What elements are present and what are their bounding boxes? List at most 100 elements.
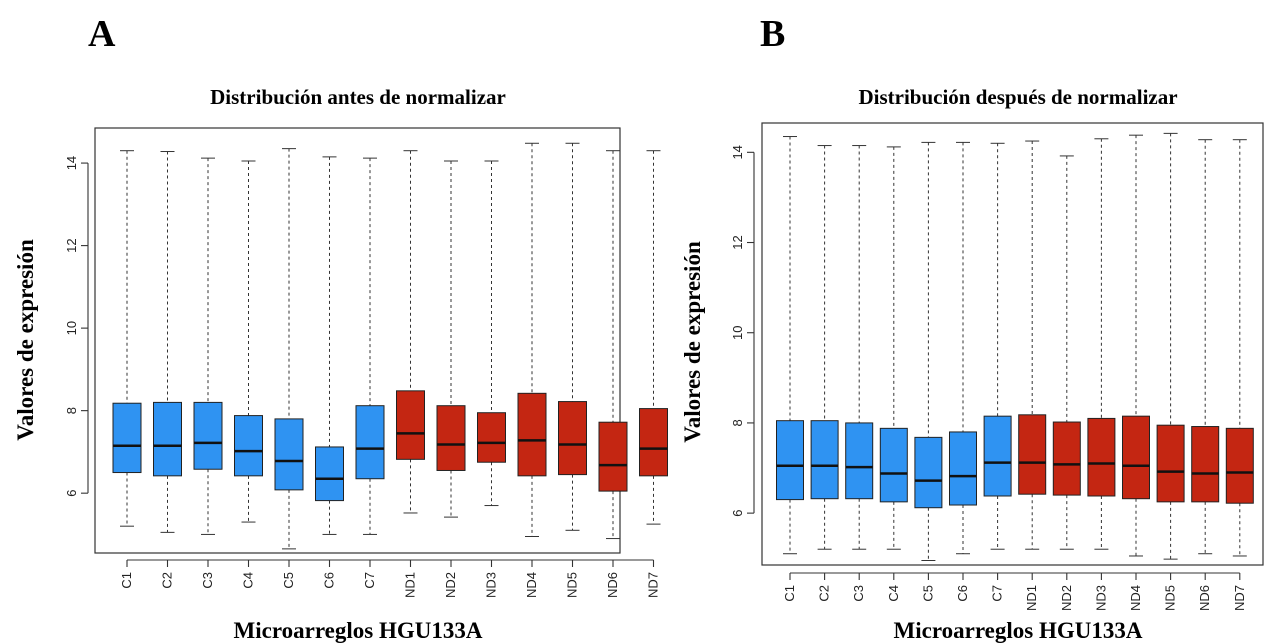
x-tick-label: ND3 bbox=[1093, 585, 1108, 611]
panel-a-box-nd6: ND6 bbox=[598, 150, 628, 598]
panel-b-box-nd3: ND3 bbox=[1087, 138, 1116, 611]
x-tick-label: ND7 bbox=[1232, 585, 1247, 611]
iqr-box bbox=[436, 405, 466, 471]
panel-b-box-c4: C4 bbox=[879, 146, 908, 602]
panel-a-box-nd3: ND3 bbox=[477, 160, 506, 598]
x-tick-label: ND4 bbox=[524, 572, 539, 598]
panel-a-box-nd5: ND5 bbox=[558, 142, 587, 598]
iqr-box bbox=[1087, 417, 1116, 497]
panel-a-box-nd7: ND7 bbox=[639, 150, 668, 598]
panel-b-box-nd5: ND5 bbox=[1156, 132, 1185, 611]
iqr-box bbox=[1018, 414, 1047, 495]
panel-b-box-nd4: ND4 bbox=[1122, 134, 1150, 611]
panel-a-box-c2: C2 bbox=[153, 151, 182, 589]
x-tick-label: ND6 bbox=[605, 572, 620, 598]
panel-b-plot-frame bbox=[761, 122, 1264, 566]
panel-a-x-axis-title: Microarreglos HGU133A bbox=[234, 618, 483, 643]
panel-b-box-nd7: ND7 bbox=[1225, 139, 1254, 611]
x-tick-label: ND4 bbox=[1128, 585, 1143, 611]
iqr-box bbox=[153, 401, 182, 477]
x-tick-label: ND1 bbox=[403, 572, 418, 598]
panel-b-box-c7: C7 bbox=[983, 142, 1012, 602]
y-tick-label: 14 bbox=[64, 156, 79, 170]
panel-b-marks: 6 8 10 12 14 C1 C2 C3 C4 C5 C6 C7 ND1 ND2 ND3 ND4 ND5 ND6… bbox=[730, 132, 1254, 611]
iqr-box bbox=[776, 420, 804, 501]
panel-a-box-nd4: ND4 bbox=[517, 142, 547, 598]
iqr-box bbox=[1052, 421, 1081, 496]
panel-b-box-c3: C3 bbox=[845, 145, 874, 602]
y-tick-label: 8 bbox=[64, 407, 79, 414]
panel-a-title: Distribución antes de normalizar bbox=[210, 85, 506, 109]
panel-a-box-c5: C5 bbox=[274, 148, 304, 589]
y-tick-label: 10 bbox=[64, 321, 79, 335]
x-tick-label: C1 bbox=[782, 585, 797, 602]
x-tick-label: C3 bbox=[200, 572, 215, 589]
iqr-box bbox=[639, 408, 668, 477]
y-tick-label: 6 bbox=[64, 490, 79, 497]
y-tick-label: 14 bbox=[730, 145, 745, 159]
iqr-box bbox=[1156, 424, 1185, 503]
x-tick-label: ND1 bbox=[1024, 585, 1039, 611]
x-tick-label: C3 bbox=[851, 585, 866, 602]
panel-a-letter: A bbox=[88, 13, 116, 55]
panel-a-box-nd1: ND1 bbox=[396, 150, 425, 598]
y-tick-label: 8 bbox=[730, 419, 745, 426]
x-tick-label: C4 bbox=[886, 585, 901, 602]
panel-b-box-c1: C1 bbox=[776, 136, 804, 602]
panel-a-box-nd2: ND2 bbox=[436, 160, 466, 598]
iqr-box bbox=[949, 431, 977, 506]
x-tick-label: C2 bbox=[817, 585, 832, 602]
panel-a-y-axis-title: Valores de expresión bbox=[13, 239, 38, 441]
panel-b-x-axis-title: Microarreglos HGU133A bbox=[894, 618, 1143, 643]
iqr-box bbox=[396, 390, 425, 460]
iqr-box bbox=[983, 415, 1012, 497]
panel-a-plot-frame bbox=[94, 127, 621, 554]
x-tick-label: C7 bbox=[990, 585, 1005, 602]
iqr-box bbox=[315, 446, 344, 502]
y-tick-label: 6 bbox=[730, 510, 745, 517]
panel-a-box-c6: C6 bbox=[315, 156, 344, 589]
y-tick-label: 12 bbox=[730, 235, 745, 249]
x-tick-label: ND5 bbox=[1163, 585, 1178, 611]
y-tick-label: 10 bbox=[730, 325, 745, 339]
x-tick-label: ND2 bbox=[1059, 585, 1074, 611]
panel-a-box-c1: C1 bbox=[112, 150, 142, 589]
x-tick-label: C6 bbox=[955, 585, 970, 602]
x-tick-label: C6 bbox=[322, 572, 337, 589]
panel-a-box-c7: C7 bbox=[355, 157, 385, 589]
panel-a-box-c3: C3 bbox=[193, 157, 223, 589]
iqr-box bbox=[355, 405, 385, 480]
x-tick-label: ND5 bbox=[565, 572, 580, 598]
panel-b-y-axis-title: Valores de expresión bbox=[680, 241, 705, 443]
iqr-box bbox=[234, 415, 263, 477]
iqr-box bbox=[914, 436, 943, 509]
panel-a-box-c4: C4 bbox=[234, 160, 263, 589]
panel-b-box-nd6: ND6 bbox=[1191, 139, 1220, 611]
panel-a-marks: 6 8 10 12 14 C1 C2 C3 C4 C5 C6 C7 ND1 ND2 ND3 ND4 ND5 ND6… bbox=[64, 142, 668, 598]
iqr-box bbox=[477, 412, 506, 463]
iqr-box bbox=[1191, 426, 1220, 503]
iqr-box bbox=[879, 427, 908, 503]
iqr-box bbox=[112, 402, 142, 474]
panel-b-box-c5: C5 bbox=[914, 141, 943, 602]
iqr-box bbox=[1225, 427, 1254, 504]
iqr-box bbox=[810, 420, 839, 500]
x-tick-label: ND7 bbox=[646, 572, 661, 598]
panel-b-box-nd2: ND2 bbox=[1052, 155, 1081, 611]
iqr-box bbox=[193, 401, 223, 470]
x-tick-label: C1 bbox=[119, 572, 134, 589]
x-tick-label: ND3 bbox=[484, 572, 499, 598]
iqr-box bbox=[1122, 415, 1150, 500]
panel-a: A Distribución antes de normalizar Valor… bbox=[13, 13, 668, 643]
x-tick-label: C4 bbox=[241, 572, 256, 589]
iqr-box bbox=[558, 401, 587, 476]
iqr-box bbox=[274, 418, 304, 491]
iqr-box bbox=[517, 392, 547, 477]
iqr-box bbox=[598, 421, 628, 492]
panel-b-box-c6: C6 bbox=[949, 141, 977, 602]
panel-b-title: Distribución después de normalizar bbox=[858, 85, 1177, 109]
y-tick-label: 12 bbox=[64, 238, 79, 252]
x-tick-label: C7 bbox=[362, 572, 377, 589]
x-tick-label: ND6 bbox=[1197, 585, 1212, 611]
